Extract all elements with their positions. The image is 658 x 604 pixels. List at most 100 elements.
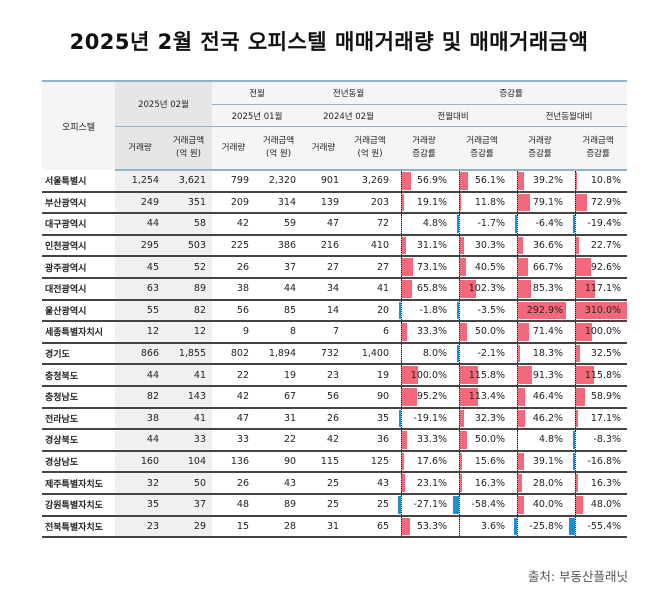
positive-bar	[401, 193, 405, 212]
amount-cell: 20	[345, 299, 396, 323]
change-rate-value: -16.8%	[587, 456, 622, 468]
change-rate-value: 11.8%	[474, 196, 506, 208]
zero-axis-line	[517, 192, 519, 213]
amount-cell: 31	[255, 407, 303, 431]
amount-cell: 1,400	[345, 342, 396, 366]
change-rate-cell: 19.1%	[395, 191, 454, 215]
change-rate-value: 92.6%	[590, 261, 622, 273]
amount-cell: 19	[255, 364, 303, 387]
amount-cell: 125	[345, 450, 396, 474]
zero-axis-line	[517, 300, 519, 321]
region-name: 경상남도	[42, 450, 115, 474]
volume-cell: 45	[115, 256, 165, 279]
change-rate-cell: 39.2%	[511, 170, 570, 193]
change-rate-value: -1.8%	[419, 304, 448, 316]
volume-cell: 34	[302, 277, 346, 301]
change-rate-value: 15.6%	[474, 456, 506, 468]
table-row: 경상북도 44 33 33 22 42 36 33.3% 50.0% 4.8% -8.3%	[42, 429, 628, 452]
zero-axis-line	[575, 451, 577, 472]
change-rate-cell: -2.1%	[453, 342, 512, 366]
region-name: 제주특별자치도	[42, 472, 115, 495]
change-rate-value: 19.1%	[416, 196, 448, 208]
amount-cell: 72	[345, 213, 396, 236]
change-rate-value: 50.0%	[474, 434, 506, 446]
zero-axis-line	[459, 430, 461, 450]
amount-cell: 41	[165, 364, 213, 387]
change-rate-value: 10.8%	[590, 175, 622, 187]
zero-axis-line	[575, 257, 577, 277]
volume-cell: 38	[115, 407, 165, 431]
zero-axis-line	[575, 171, 577, 191]
amount-cell: 22	[255, 429, 303, 452]
negative-bar	[573, 452, 576, 471]
volume-cell: 47	[302, 213, 346, 236]
zero-axis-line	[401, 516, 403, 537]
volume-cell: 225	[212, 234, 256, 258]
amount-cell: 1,855	[165, 342, 213, 366]
change-rate-cell: 100.0%	[395, 364, 454, 387]
change-rate-value: -27.1%	[413, 499, 448, 511]
region-name: 부산광역시	[42, 191, 115, 215]
zero-axis-line	[517, 516, 519, 537]
change-rate-cell: -3.5%	[453, 299, 512, 323]
positive-bar	[517, 387, 525, 406]
amount-cell: 43	[345, 472, 396, 495]
change-rate-cell: 3.6%	[453, 515, 512, 539]
header-vol-change: 거래량 증감률	[395, 126, 454, 171]
table-body: 서울특별시 1,254 3,621 799 2,320 901 3,269 56.9% 56.1…	[42, 170, 628, 539]
positive-bar	[459, 366, 479, 384]
change-rate-cell: 4.8%	[511, 429, 570, 452]
change-rate-cell: -6.4%	[511, 213, 570, 236]
change-rate-value: 40.5%	[474, 261, 506, 273]
positive-bar	[459, 323, 468, 341]
zero-axis-line	[459, 386, 461, 407]
change-rate-value: 18.3%	[532, 348, 564, 360]
volume-cell: 42	[212, 385, 256, 409]
change-rate-value: 72.9%	[590, 196, 622, 208]
positive-bar	[517, 301, 567, 320]
change-rate-value: 33.3%	[416, 434, 448, 446]
change-rate-cell: 28.0%	[511, 472, 570, 495]
volume-cell: 216	[302, 234, 346, 258]
table-row: 전라남도 38 41 47 31 26 35 -19.1% 32.3% 46.2% 17.1%	[42, 407, 628, 431]
header-region: 오피스텔	[42, 80, 115, 170]
positive-bar	[517, 474, 522, 492]
positive-bar	[401, 387, 417, 406]
change-rate-cell: 117.1%	[569, 277, 628, 301]
amount-cell: 503	[165, 234, 213, 258]
change-rate-cell: 11.8%	[453, 191, 512, 215]
negative-bar	[573, 215, 576, 233]
change-rate-cell: 48.0%	[569, 493, 628, 517]
change-rate-cell: 115.8%	[453, 364, 512, 387]
positive-bar	[517, 344, 521, 363]
amount-cell: 58	[165, 213, 213, 236]
change-rate-value: 17.6%	[416, 456, 448, 468]
volume-cell: 44	[115, 213, 165, 236]
amount-cell: 37	[255, 256, 303, 279]
change-rate-value: 33.3%	[416, 326, 448, 338]
change-rate-value: -55.4%	[587, 520, 622, 532]
volume-cell: 9	[212, 321, 256, 344]
change-rate-cell: 33.3%	[395, 321, 454, 344]
amount-cell: 90	[345, 385, 396, 409]
change-rate-cell: 46.2%	[511, 407, 570, 431]
positive-bar	[401, 279, 413, 298]
zero-axis-line	[459, 235, 461, 256]
amount-cell: 351	[165, 191, 213, 215]
positive-bar	[459, 409, 465, 428]
change-rate-value: 30.3%	[474, 240, 506, 252]
amount-cell: 44	[255, 277, 303, 301]
volume-cell: 115	[302, 450, 346, 474]
change-rate-value: 65.8%	[416, 283, 448, 295]
volume-cell: 44	[115, 364, 165, 387]
table-row: 광주광역시 45 52 26 37 27 27 73.1% 40.5% 66.7% 92.6%	[42, 256, 628, 279]
zero-axis-line	[459, 278, 461, 299]
zero-axis-line	[517, 235, 519, 256]
change-rate-value: 115.8%	[468, 369, 506, 381]
zero-axis-line	[401, 365, 403, 385]
change-rate-cell: 39.1%	[511, 450, 570, 474]
positive-bar	[575, 236, 579, 255]
positive-bar	[459, 258, 466, 276]
zero-axis-line	[517, 408, 519, 429]
change-rate-value: 58.9%	[590, 391, 622, 403]
